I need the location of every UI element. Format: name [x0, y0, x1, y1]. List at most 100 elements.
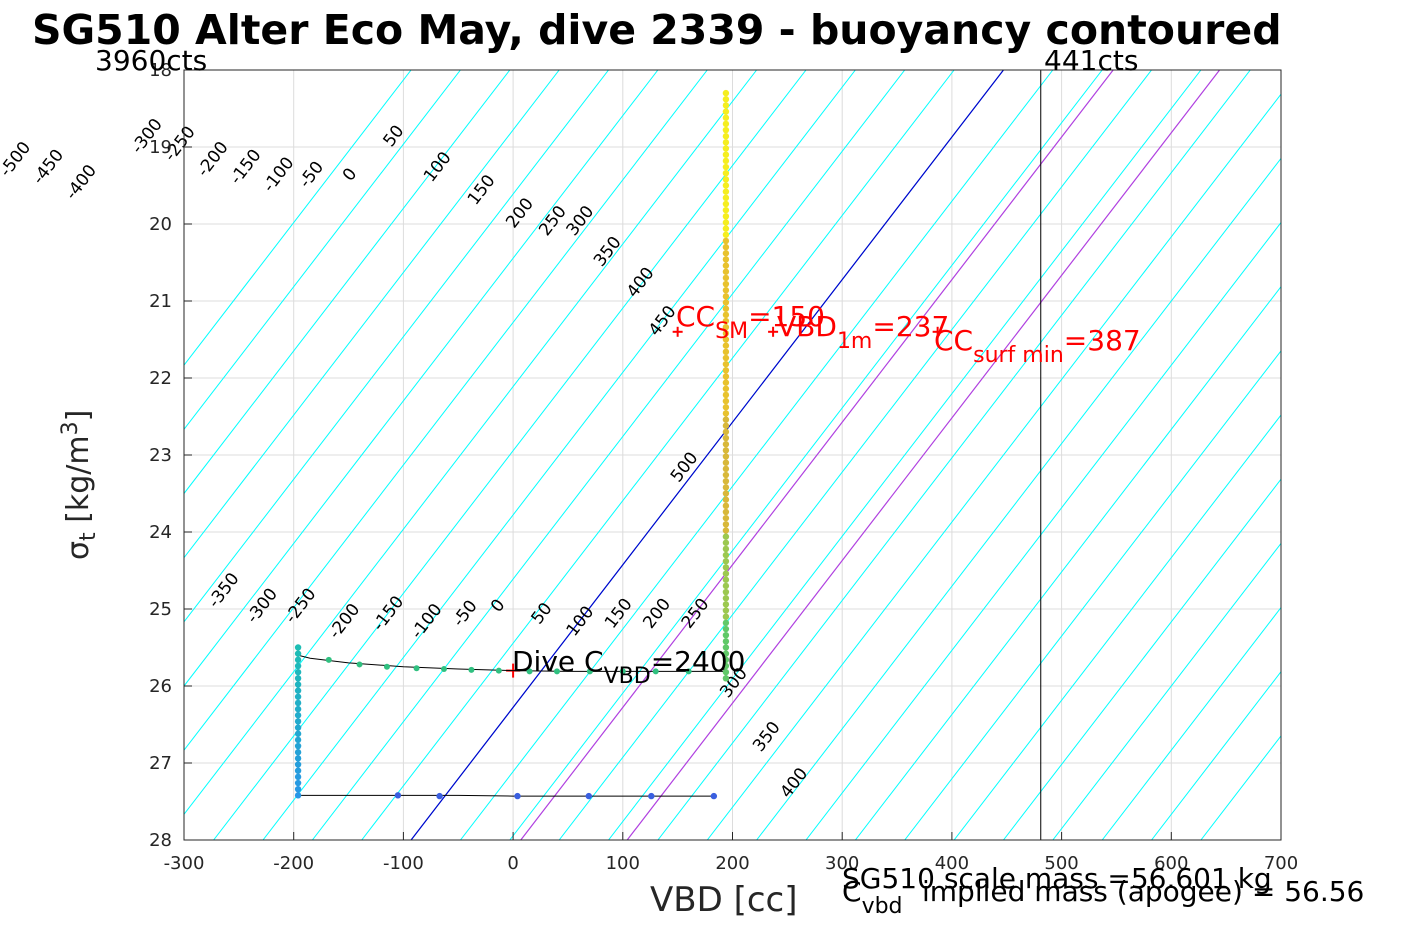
column-point — [294, 644, 302, 651]
contour-line — [311, 70, 906, 840]
x-tick-label: 100 — [606, 853, 640, 874]
climb-point — [495, 667, 502, 674]
column-point — [294, 675, 302, 682]
surface-column-point — [722, 108, 730, 115]
contour-line — [184, 70, 659, 687]
contour-line — [1101, 606, 1281, 840]
surface-column-point — [722, 354, 730, 362]
surface-column-point — [722, 496, 730, 503]
vbd-1m-value: =237 — [872, 310, 950, 343]
surface-column-point — [722, 243, 730, 251]
surface-column-point — [722, 293, 730, 300]
surface-column-point — [722, 588, 730, 596]
surface-column-point — [722, 139, 730, 146]
surface-column-point — [722, 379, 730, 386]
surface-column-point — [722, 206, 730, 214]
column-point — [294, 755, 302, 762]
climb-point — [586, 668, 593, 675]
column-point — [294, 792, 302, 799]
cc-surf-sub: surf min — [973, 343, 1064, 368]
surface-column-point — [722, 527, 730, 534]
y-tick-label: 21 — [149, 291, 172, 312]
surface-column-point — [722, 644, 730, 651]
surface-column-point — [722, 182, 730, 189]
surface-column-point — [722, 237, 730, 245]
surface-column-point — [722, 133, 730, 140]
contour-label: -450 — [29, 146, 68, 189]
surface-column-point — [722, 508, 730, 516]
surface-column-point — [722, 551, 730, 559]
x-tick-label: 600 — [1154, 853, 1188, 874]
column-point — [294, 693, 302, 700]
y-tick-label: 20 — [149, 214, 172, 235]
surface-column-point — [722, 330, 730, 337]
surface-column-point — [722, 89, 730, 97]
contour-line — [953, 414, 1281, 840]
vbd-1m-label: VBD1m=237 — [777, 310, 950, 354]
mass-line — [626, 70, 1221, 840]
x-axis-label: VBD [cc] — [650, 880, 798, 920]
surface-column-point — [722, 367, 730, 374]
column-point — [294, 761, 302, 768]
column-point — [294, 656, 302, 664]
climb-point — [413, 665, 420, 672]
climb-point — [526, 668, 533, 675]
column-point — [294, 736, 302, 744]
y-tick-label: 22 — [149, 368, 172, 389]
column-point — [294, 742, 302, 750]
contour-line — [706, 93, 1281, 840]
contour-label: 150 — [464, 171, 500, 209]
surface-column-point — [722, 305, 730, 312]
surface-column-point — [722, 194, 730, 202]
dive-c-vbd-label: Dive CVBD=2400 — [512, 645, 745, 689]
contour-label: -50 — [295, 158, 328, 192]
contour-line — [184, 70, 511, 495]
left-counts-label: 3960cts — [95, 44, 208, 77]
contour-line — [184, 70, 412, 366]
surface-column-point — [722, 151, 730, 158]
surface-column-point — [722, 613, 730, 620]
surface-column-point — [722, 163, 730, 171]
contour-line — [756, 157, 1281, 840]
buoyancy-contours — [184, 70, 1281, 840]
x-tick-label: 200 — [715, 853, 749, 874]
grid — [183, 69, 1282, 841]
surface-column-point — [722, 558, 730, 565]
surface-column-point — [722, 323, 730, 331]
y-tick-label: 27 — [149, 753, 172, 774]
surface-column-point — [722, 262, 730, 269]
surface-column-point — [722, 397, 730, 405]
x-tick-label: 0 — [507, 853, 518, 874]
column-point — [294, 650, 302, 657]
axis-ticks: -300 -200 -100 0 100 200 300 400 500 600 700181920… — [149, 60, 1298, 874]
surface-column-point — [722, 336, 730, 343]
surface-column-point — [722, 582, 730, 590]
contour-line — [608, 70, 1202, 840]
surface-column-point — [722, 502, 730, 510]
cvbd-main: C — [842, 875, 862, 908]
column-point — [294, 712, 302, 719]
surface-column-point — [722, 514, 730, 522]
surface-column-point — [722, 299, 730, 306]
y-tick-label: 18 — [149, 60, 172, 81]
surface-column-point — [722, 625, 730, 633]
surface-column-point — [722, 619, 730, 627]
surface-column-point — [722, 441, 730, 448]
contour-label: 350 — [749, 718, 785, 756]
contour-line — [854, 285, 1281, 840]
surface-column-point — [722, 675, 730, 682]
surface-column-point — [722, 342, 730, 349]
surface-column-point — [722, 250, 730, 257]
surface-column-point — [722, 422, 730, 429]
cvbd-sub: vbd — [861, 894, 903, 919]
cc-sm-main: CC — [676, 300, 716, 333]
y-tick-label: 28 — [149, 830, 172, 851]
surface-column-point — [722, 102, 730, 109]
climb-point — [685, 668, 692, 675]
y-tick-label: 26 — [149, 676, 172, 697]
surface-column-point — [722, 650, 730, 657]
contour-label: 500 — [667, 448, 703, 486]
surface-column-point — [722, 373, 730, 380]
contour-label: 250 — [678, 595, 714, 633]
